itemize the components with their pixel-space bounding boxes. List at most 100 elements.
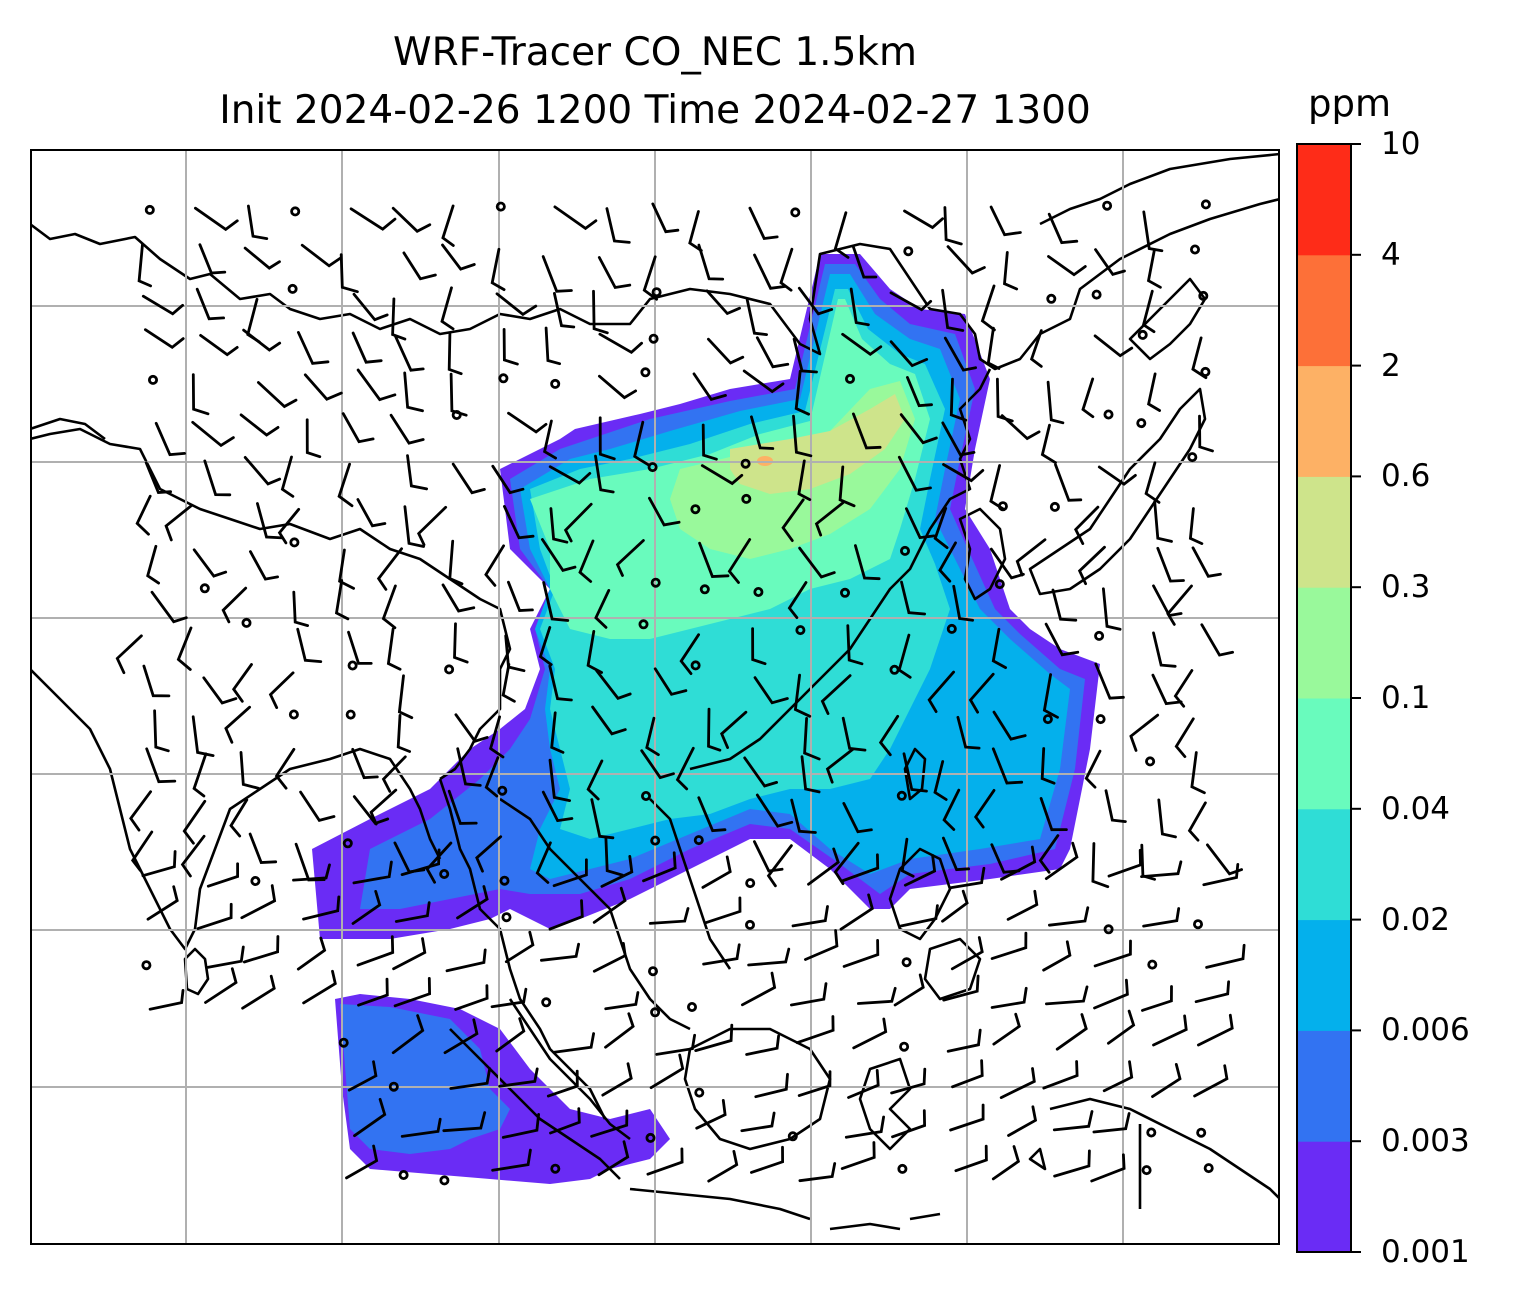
wind-barb: [357, 977, 389, 1007]
wind-barb: [1156, 546, 1185, 583]
calm-wind-circle: [650, 835, 661, 846]
calm-wind-circle: [840, 587, 851, 598]
map-title-line-2: Init 2024-02-26 1200 Time 2024-02-27 130…: [219, 88, 1091, 133]
calm-wind-circle: [439, 1175, 450, 1186]
wind-barb: [991, 747, 1024, 785]
wind-barb: [1054, 463, 1083, 502]
wind-barb: [349, 207, 397, 231]
wind-barb: [145, 747, 177, 784]
wind-barb: [707, 707, 722, 752]
wind-barb: [393, 977, 432, 1008]
wind-barb: [334, 579, 350, 621]
map-title-line-1: WRF-Tracer CO_NEC 1.5km: [393, 30, 917, 75]
wind-barb: [356, 935, 395, 967]
wind-barb: [425, 841, 453, 884]
wind-barb: [391, 297, 407, 341]
wind-barb: [191, 715, 215, 757]
wind-barb: [352, 860, 393, 885]
calm-wind-circle: [1141, 1165, 1152, 1176]
calm-wind-circle: [439, 869, 450, 880]
wind-barb: [794, 369, 810, 416]
wind-barb: [942, 974, 980, 1002]
wind-barb: [191, 373, 210, 416]
wind-barb: [339, 253, 359, 294]
wind-barb: [135, 494, 152, 536]
wind-barb: [750, 1145, 785, 1174]
tracer-field-0.3: [730, 394, 905, 494]
wind-barb: [1205, 943, 1246, 969]
calm-wind-circle: [897, 1163, 908, 1174]
wind-barb: [248, 832, 278, 864]
calm-wind-circle: [900, 545, 911, 556]
calm-wind-circle: [753, 586, 764, 597]
wind-barb: [605, 207, 631, 244]
wind-barb: [594, 589, 611, 629]
calm-wind-circle: [647, 462, 658, 473]
wind-barb: [129, 790, 152, 832]
wind-barb: [552, 858, 588, 888]
wind-barb: [392, 937, 427, 971]
wind-barb: [535, 841, 552, 884]
wind-barb: [241, 974, 276, 1010]
calm-wind-circle: [1103, 409, 1114, 420]
calm-wind-circle: [790, 207, 801, 218]
colorbar-segment: [1297, 587, 1351, 699]
wind-barb: [745, 1034, 780, 1056]
wind-barb: [1000, 845, 1037, 881]
wind-barb: [615, 539, 645, 577]
calm-wind-circle: [690, 504, 701, 515]
colorbar-segment: [1297, 698, 1351, 810]
calm-wind-circle: [1091, 289, 1102, 300]
wind-barb: [592, 289, 609, 335]
wind-barb: [154, 421, 186, 457]
wind-barb: [292, 863, 331, 882]
wind-barb: [942, 463, 985, 483]
wind-barb: [740, 1111, 776, 1133]
wind-barb: [300, 243, 342, 268]
wind-barb: [990, 986, 1028, 1009]
wind-barb: [1094, 662, 1125, 700]
wind-barb: [854, 544, 881, 581]
calm-wind-circle: [499, 875, 510, 886]
wind-barb: [989, 547, 1025, 580]
wind-barb: [648, 907, 690, 925]
wind-barb: [498, 1067, 539, 1088]
wind-barb: [548, 465, 592, 485]
wind-barb: [889, 291, 933, 312]
wind-barb: [441, 204, 455, 247]
wind-barb: [475, 835, 503, 873]
wind-barb: [441, 583, 476, 613]
wind-barb: [243, 456, 282, 486]
calm-wind-circle: [889, 664, 900, 675]
wind-barb: [793, 673, 812, 718]
wind-barb: [541, 255, 573, 293]
wind-barb: [1077, 545, 1106, 586]
coastlines: [30, 152, 1280, 1231]
wind-barb: [938, 541, 957, 583]
wind-barb: [1040, 747, 1056, 785]
wind-barb: [541, 538, 577, 573]
wind-barb: [747, 947, 791, 967]
wind-barb: [1042, 673, 1059, 719]
wind-barb: [941, 889, 969, 923]
wind-barb: [838, 465, 856, 508]
wind-barb: [351, 331, 383, 364]
wind-barb: [704, 896, 742, 924]
wind-barb: [750, 415, 775, 450]
wind-barb: [356, 498, 387, 528]
wind-barb: [1141, 289, 1156, 334]
wind-barb: [753, 676, 789, 705]
colorbar-tick-label: 2: [1381, 347, 1401, 384]
wind-barb: [488, 715, 505, 759]
wind-barb: [791, 905, 829, 928]
calm-wind-circle: [148, 374, 159, 385]
wind-barb: [268, 671, 295, 709]
calm-wind-circle: [347, 660, 358, 671]
wind-barb: [1094, 248, 1126, 277]
wind-barb: [852, 412, 882, 450]
calm-wind-circle: [1049, 501, 1060, 512]
wind-barb: [1187, 801, 1207, 842]
wind-barb: [249, 550, 279, 581]
wind-barb: [447, 789, 478, 825]
wind-barb: [192, 752, 208, 798]
